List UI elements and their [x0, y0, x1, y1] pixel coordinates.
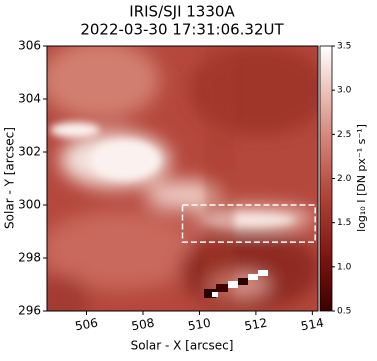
colorbar-tick-label: 1.0: [337, 262, 352, 272]
colorbar-label: log₁₀ I [DN px⁻¹ s⁻¹]: [355, 124, 368, 232]
colorbar-tick-label: 0.5: [337, 307, 351, 317]
x-tick-label: 506: [74, 316, 99, 334]
dark-pixels: [204, 270, 268, 298]
y-tick-label: 300: [18, 198, 41, 212]
y-axis-label: Solar - Y [arcsec]: [3, 127, 17, 229]
colorbar-tick-label: 3.5: [337, 42, 351, 52]
y-tick-label: 296: [18, 304, 41, 318]
subtitle: 2022-03-30 17:31:06.32UT: [80, 21, 284, 39]
y-tick-label: 302: [18, 145, 41, 159]
x-tick-label: 508: [130, 316, 155, 334]
solar-image: [47, 46, 318, 311]
x-tick-label: 514: [300, 316, 325, 334]
colorbar-tick-label: 1.5: [337, 218, 351, 228]
colorbar-tick-label: 3.0: [337, 86, 352, 96]
y-tick-label: 306: [18, 39, 41, 53]
colorbar-tick-label: 2.5: [337, 130, 351, 140]
plot-frame: [46, 45, 319, 312]
y-tick-label: 298: [18, 251, 41, 265]
x-tick-label: 512: [243, 316, 268, 334]
x-tick-label: 510: [187, 316, 212, 334]
title: IRIS/SJI 1330A: [129, 3, 235, 21]
colorbar-tick-label: 2.0: [337, 174, 352, 184]
region-box: [181, 204, 316, 243]
x-axis-label: Solar - X [arcsec]: [131, 339, 234, 353]
colorbar: [319, 45, 333, 312]
y-tick-label: 304: [18, 92, 41, 106]
